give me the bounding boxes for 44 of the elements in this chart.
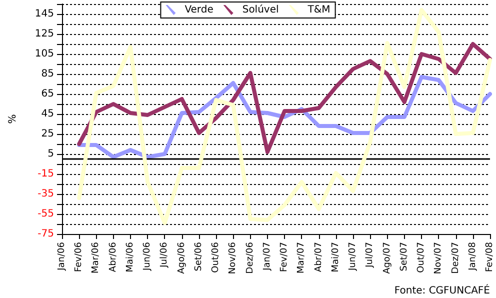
x-tick-label: Jul/07 [365, 242, 376, 268]
x-tick-label: Jan/07 [262, 242, 272, 272]
x-tick-label: Jan/06 [57, 242, 67, 272]
legend-label: Solúvel [242, 4, 279, 16]
x-tick-label: Jun/06 [142, 242, 153, 272]
y-tick-label: 45 [41, 108, 54, 120]
x-tick-label: Mai/07 [330, 242, 341, 272]
legend-label: Verde [184, 4, 214, 16]
y-tick-label: -75 [38, 228, 54, 240]
x-tick-label: Jul/06 [160, 242, 170, 268]
x-tick-label: Fev/06 [74, 242, 84, 272]
line-series [77, 42, 492, 154]
x-tick-label: Fev/08 [485, 242, 495, 272]
y-tick-label: -55 [38, 208, 54, 220]
y-axis-title: % [8, 114, 18, 124]
y-tick-label: 105 [34, 48, 54, 60]
legend-label: T&M [306, 4, 330, 16]
y-tick-label: -35 [38, 188, 54, 200]
source-note: Fonte: CGFUNCAFÉ [394, 284, 490, 296]
x-tick-label: Mai/06 [125, 242, 136, 272]
x-tick-label: Fev/07 [280, 242, 290, 272]
x-tick-label: Out/06 [211, 242, 222, 273]
x-tick-label: Dez/07 [450, 242, 461, 274]
x-tick-label: Out/07 [416, 242, 427, 273]
y-tick-label: 125 [34, 28, 54, 40]
x-tick-label: Dez/06 [245, 242, 256, 274]
x-tick-label: Set/07 [399, 242, 410, 272]
x-tick-label: Jan/08 [468, 242, 478, 272]
x-tick-label: Abr/06 [108, 242, 118, 272]
x-tick-label: Abr/07 [314, 242, 324, 272]
x-tick-label: Mar/07 [296, 242, 307, 274]
y-tick-label: 145 [34, 8, 54, 20]
x-tick-label: Nov/07 [434, 242, 444, 274]
x-tick-label: Mar/06 [91, 242, 102, 274]
y-tick-label: 25 [41, 128, 54, 140]
x-tick-label: Ago/07 [382, 242, 392, 274]
y-tick-label: 65 [41, 88, 54, 100]
x-tick-label: Ago/06 [176, 242, 187, 274]
x-tick-label: Set/06 [194, 242, 204, 272]
y-tick-label: 5 [48, 148, 54, 160]
y-tick-label: 85 [41, 68, 54, 80]
x-tick-label: Nov/06 [228, 242, 238, 274]
y-tick-label: -15 [38, 168, 54, 180]
x-tick-label: Jun/07 [348, 242, 358, 272]
